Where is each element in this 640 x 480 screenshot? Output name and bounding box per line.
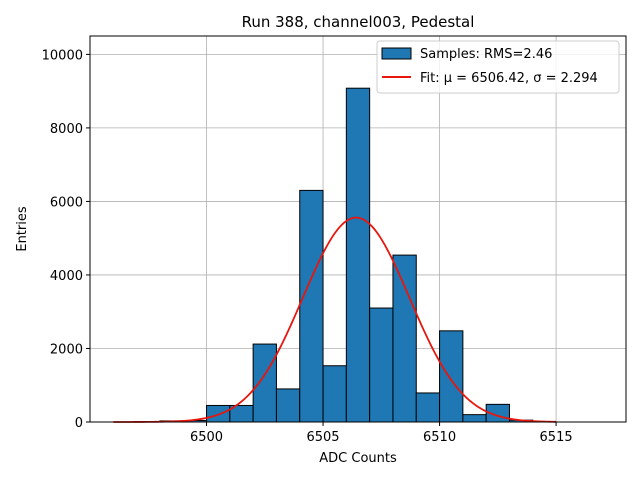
histogram-bar [369,307,394,423]
histogram-bar [392,254,417,423]
legend-samples-label: Samples: RMS=2.46 [420,47,552,62]
histogram-bar [345,87,371,423]
x-axis-label: ADC Counts [319,451,397,466]
y-tick-label: 8000 [50,122,83,137]
x-tick-label: 6515 [540,430,573,445]
x-tick-label: 6510 [423,430,456,445]
x-tick-label: 6500 [190,430,223,445]
y-tick-label: 0 [75,416,83,431]
legend-box [376,40,620,94]
y-tick-label: 4000 [50,269,83,284]
y-tick-label: 2000 [50,342,83,357]
histogram-bar [299,189,324,423]
histogram-bar [462,414,487,423]
y-tick-label: 10000 [42,48,83,63]
histogram-bars [136,87,534,423]
x-axis-ticks: 6500 6505 6510 6515 [190,422,573,445]
plot-frame [89,35,627,423]
histogram-bar [252,343,277,423]
fit-curve [113,216,557,423]
y-tick-label: 6000 [50,195,83,210]
y-axis-ticks: 0 2000 4000 6000 8000 10000 [42,48,90,431]
fit-curve-group [113,216,557,423]
legend-fit-label: Fit: μ = 6506.42, σ = 2.294 [420,71,598,86]
histogram-bar [439,330,464,423]
histogram-bar [275,388,301,423]
histogram-bar [322,365,347,423]
legend-samples-swatch [381,47,412,60]
legend: Samples: RMS=2.46 Fit: μ = 6506.42, σ = … [376,40,620,94]
histogram-bar [415,392,441,423]
x-tick-label: 6505 [306,430,339,445]
chart-title: Run 388, channel003, Pedestal [242,13,475,31]
y-axis-label: Entries [15,206,30,252]
